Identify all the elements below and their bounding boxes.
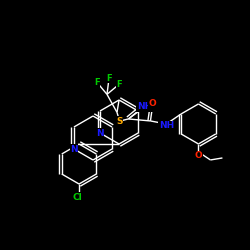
Text: F: F: [94, 78, 100, 87]
Text: S: S: [116, 116, 123, 126]
Text: F: F: [106, 74, 112, 83]
Text: N: N: [96, 128, 104, 138]
Text: O: O: [194, 152, 202, 160]
Text: NH₂: NH₂: [137, 102, 156, 112]
Text: Cl: Cl: [72, 192, 82, 202]
Text: O: O: [148, 100, 156, 108]
Text: N: N: [70, 144, 78, 154]
Text: NH: NH: [159, 122, 174, 130]
Text: F: F: [116, 80, 122, 89]
